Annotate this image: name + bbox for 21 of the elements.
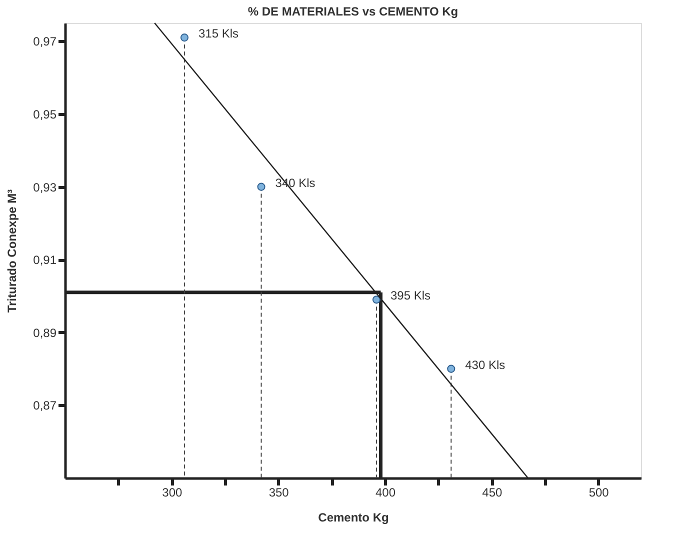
- y-tick-label: 0,89: [33, 326, 57, 340]
- y-axis-title: Triturado Conexpe M³: [5, 189, 20, 313]
- x-tick-label: 500: [588, 486, 610, 500]
- point: [180, 34, 189, 42]
- y-tick-label: 0,91: [33, 253, 57, 268]
- x-tick-label: 450: [482, 486, 502, 500]
- x-axis-title: Cemento Kg: [318, 510, 389, 524]
- point: [372, 296, 381, 304]
- annotation: 395 Kls: [390, 288, 430, 303]
- point: [447, 364, 456, 373]
- annotation: 315 Kls: [198, 26, 238, 41]
- y-tick-label: 0,87: [33, 398, 57, 413]
- chart-title: % DE MATERIALES vs CEMENTO Kg: [248, 4, 458, 18]
- x-tick-label: 300: [162, 486, 182, 500]
- point: [257, 182, 266, 191]
- y-tick-label: 0,93: [33, 180, 57, 194]
- annotation: 430 Kls: [465, 358, 506, 372]
- x-tick-label: 400: [375, 486, 396, 500]
- y-tick-label: 0,95: [33, 108, 57, 122]
- x-tick-label: 350: [268, 486, 290, 500]
- y-tick-label: 0,97: [33, 34, 57, 49]
